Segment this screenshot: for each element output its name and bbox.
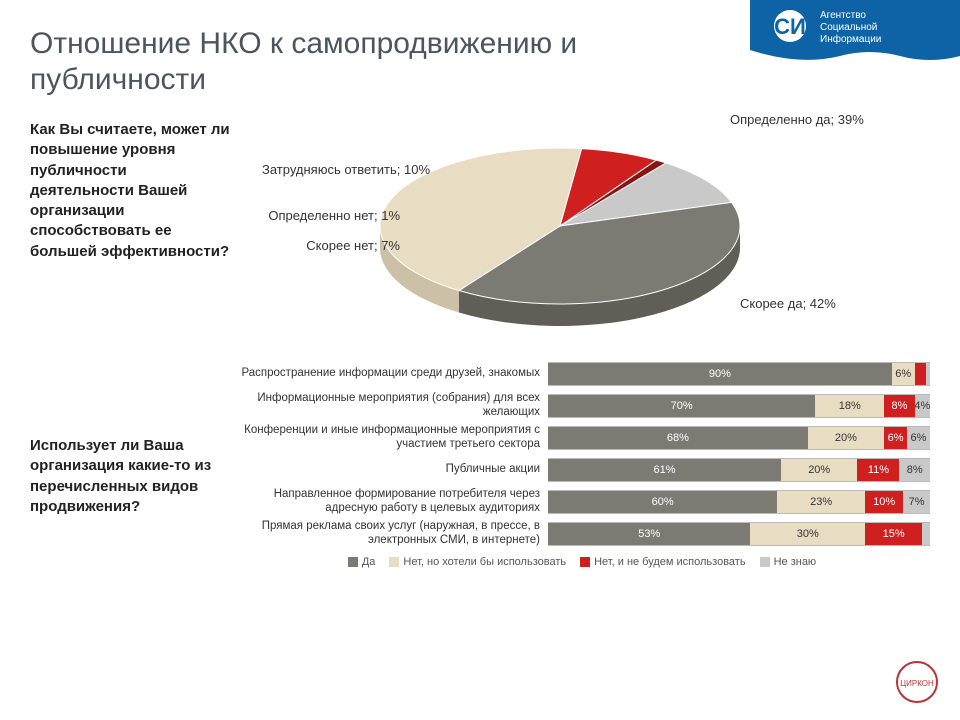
bar-segment: 20%	[781, 459, 857, 481]
footer-logo: ЦИРКОН	[894, 659, 940, 710]
bar-segment: 53%	[548, 523, 750, 545]
bar-row: Конференции и иные информационные меропр…	[220, 424, 930, 452]
bar-segment: 4%	[915, 395, 930, 417]
svg-text:ЦИРКОН: ЦИРКОН	[900, 679, 934, 688]
bar-row: Распространение информации среди друзей,…	[220, 360, 930, 388]
legend-item: Да	[362, 556, 376, 568]
bar-segment: 8%	[884, 395, 915, 417]
bar-segment: 8%	[899, 459, 930, 481]
pie-label: Затрудняюсь ответить; 10%	[260, 162, 430, 178]
bar-segment: 30%	[750, 523, 865, 545]
bar-segment: 6%	[884, 427, 907, 449]
legend-item: Не знаю	[774, 556, 817, 568]
bar-label: Направленное формирование потребителя че…	[220, 488, 548, 516]
bar-segment: 10%	[865, 491, 903, 513]
bar-segment: 11%	[857, 459, 899, 481]
svg-text:СИ: СИ	[774, 14, 806, 39]
bar-segment	[915, 363, 926, 385]
pie-label: Определенно нет; 1%	[230, 208, 400, 224]
bar-label: Публичные акции	[220, 463, 548, 477]
bar-segment: 6%	[907, 427, 930, 449]
bar-segment: 6%	[892, 363, 915, 385]
bar-segment: 60%	[548, 491, 777, 513]
bar-label: Распространение информации среди друзей,…	[220, 367, 548, 381]
bar-segment: 90%	[548, 363, 892, 385]
svg-text:Информации: Информации	[820, 33, 881, 45]
svg-text:Социальной: Социальной	[820, 22, 877, 33]
bar-segment: 68%	[548, 427, 808, 449]
brand-logo: СИ Агентство Социальной Информации	[750, 0, 960, 64]
bar-segment: 15%	[865, 523, 922, 545]
bar-segment: 23%	[777, 491, 865, 513]
bar-segment: 18%	[815, 395, 884, 417]
pie-label: Определенно да; 39%	[730, 112, 900, 128]
bar-row: Направленное формирование потребителя че…	[220, 488, 930, 516]
question-2: Использует ли Ваша организация какие-то …	[30, 436, 230, 517]
bar-row: Информационные мероприятия (собрания) дл…	[220, 392, 930, 420]
bar-row: Публичные акции61%20%11%8%	[220, 456, 930, 484]
bar-label: Прямая реклама своих услуг (наружная, в …	[220, 520, 548, 548]
svg-text:Агентство: Агентство	[820, 10, 866, 21]
bar-segment	[922, 523, 930, 545]
question-1: Как Вы считаете, может ли повышение уров…	[30, 120, 230, 262]
pie-label: Скорее нет; 7%	[230, 238, 400, 254]
bar-legend: Да Нет, но хотели бы использовать Нет, и н…	[220, 556, 930, 568]
legend-item: Нет, но хотели бы использовать	[403, 556, 566, 568]
bar-label: Конференции и иные информационные меропр…	[220, 424, 548, 452]
bar-segment	[926, 363, 930, 385]
bar-segment: 61%	[548, 459, 781, 481]
legend-item: Нет, и не будем использовать	[594, 556, 745, 568]
pie-chart: Определенно да; 39%Скорее да; 42%Скорее …	[300, 116, 880, 376]
pie-label: Скорее да; 42%	[740, 296, 910, 312]
bar-segment: 70%	[548, 395, 815, 417]
slide: СИ Агентство Социальной Информации Отнош…	[0, 0, 960, 720]
bar-segment: 7%	[903, 491, 930, 513]
page-title: Отношение НКО к самопродвижению и публич…	[30, 26, 730, 98]
bar-row: Прямая реклама своих услуг (наружная, в …	[220, 520, 930, 548]
pie-section: Как Вы считаете, может ли повышение уров…	[30, 116, 930, 376]
bar-label: Информационные мероприятия (собрания) дл…	[220, 392, 548, 420]
bar-segment: 20%	[808, 427, 884, 449]
stacked-bar-chart: Распространение информации среди друзей,…	[220, 360, 930, 568]
